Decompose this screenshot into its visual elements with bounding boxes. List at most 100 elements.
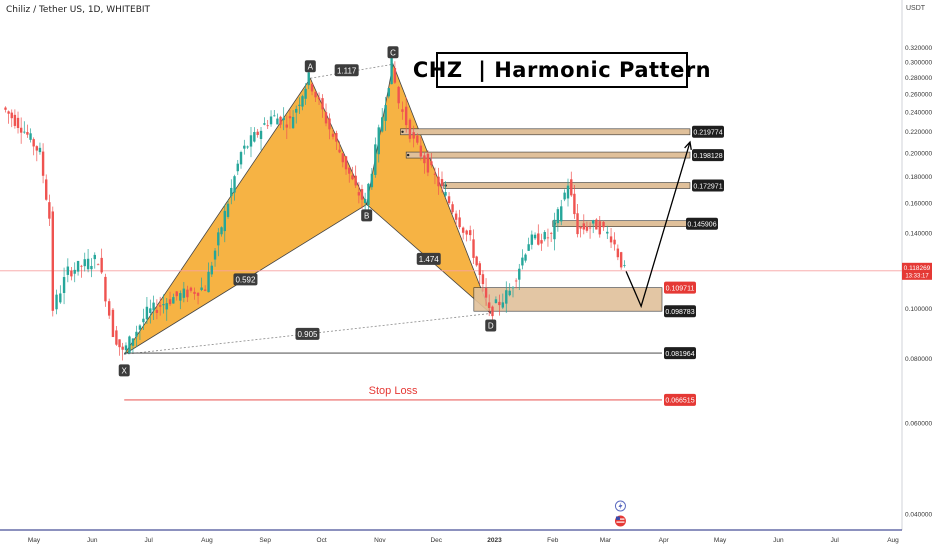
candle-body <box>390 57 393 85</box>
point-d-label: D <box>485 319 497 332</box>
y-tick-label: 0.200000 <box>905 150 932 157</box>
candle-body <box>220 227 223 235</box>
ratio-label-bg <box>416 252 441 265</box>
countdown-tag-text: 13:33:17 <box>905 273 929 279</box>
candle-body <box>193 291 196 294</box>
candle-body <box>26 132 29 135</box>
candle-body <box>501 302 505 308</box>
price-tag-text: 0.219774 <box>693 130 722 137</box>
candle-body <box>32 139 35 147</box>
candle-body <box>602 221 605 228</box>
candle-body <box>70 270 73 277</box>
x-tick-label: Nov <box>374 537 386 544</box>
candle-body <box>243 145 246 149</box>
ratio-label-text: 0.905 <box>297 330 318 339</box>
ratio-label-text: 1.474 <box>419 255 440 264</box>
point-c-label: C <box>387 46 399 59</box>
candle-body <box>505 290 508 304</box>
candle-body <box>48 202 51 219</box>
candle-body <box>246 146 249 148</box>
candle-body <box>454 213 458 220</box>
candle-body <box>310 83 314 92</box>
price-tag-bg <box>692 149 724 162</box>
projection-path <box>625 141 691 309</box>
candle-body <box>524 254 527 261</box>
candle-body <box>317 97 321 100</box>
candle-body <box>128 336 131 354</box>
candle-body <box>155 309 159 313</box>
candle-body <box>579 227 582 229</box>
lightning-icon <box>614 500 626 512</box>
candle-body <box>182 288 186 298</box>
candle-body <box>45 179 48 200</box>
ratio-xd-label: 0.905 <box>295 327 320 340</box>
candle-body <box>616 248 620 258</box>
candle-body <box>29 133 32 140</box>
candle-body <box>111 309 115 338</box>
ratio-label-bg <box>295 327 320 340</box>
candle-body <box>613 239 616 245</box>
target-anchor-dot <box>401 130 404 134</box>
candle-body <box>416 135 419 143</box>
candle-body <box>172 297 175 304</box>
candle-body <box>307 72 310 86</box>
candle-body <box>397 86 400 104</box>
y-tick-label: 0.320000 <box>905 45 932 52</box>
candle-body <box>444 192 447 196</box>
candle-body <box>437 176 440 187</box>
candle-body <box>121 346 124 350</box>
candle-body <box>196 292 200 296</box>
candle-body <box>16 117 20 129</box>
candle-body <box>73 269 76 274</box>
chart-title: CHZ | Harmonic Pattern <box>413 52 711 88</box>
candle-body <box>351 175 354 180</box>
point-x-label: X <box>118 364 130 377</box>
candle-body <box>93 254 96 260</box>
y-tick-label: 0.300000 <box>905 60 932 67</box>
candle-body <box>377 127 380 155</box>
candle-body <box>354 175 357 186</box>
candle-body <box>498 301 501 306</box>
candle-body <box>253 132 256 142</box>
candle-body <box>475 256 478 266</box>
candle-body <box>291 116 295 129</box>
candle-body <box>256 131 259 135</box>
target4-tag: 0.219774 <box>692 125 724 138</box>
candle-body <box>210 265 213 275</box>
candle-body <box>514 280 518 282</box>
candle-body <box>338 149 341 153</box>
candle-body <box>179 293 182 301</box>
candle-body <box>401 109 404 112</box>
x-tick-label: Mar <box>600 537 612 544</box>
candle-body <box>249 135 253 147</box>
price-tag-bg <box>664 347 696 360</box>
y-tick-label: 0.140000 <box>905 230 932 237</box>
candle-body <box>13 114 17 126</box>
x-tick-label: Jun <box>87 537 98 544</box>
candle-body <box>59 293 62 303</box>
x-tick-label: Feb <box>547 537 559 544</box>
point-label-text: D <box>488 322 494 331</box>
candle-body <box>458 217 461 228</box>
candle-body <box>440 179 444 187</box>
candle-body <box>263 123 266 125</box>
candle-body <box>408 119 412 139</box>
ratio-bd-label: 1.474 <box>416 252 441 265</box>
candle-body <box>563 192 566 200</box>
candle-body <box>4 107 7 110</box>
ratio-label-bg <box>233 273 258 286</box>
candle-body <box>55 294 58 310</box>
candle-body <box>487 302 491 308</box>
candle-body <box>370 173 374 188</box>
entry-zone <box>473 287 663 312</box>
target-zone <box>552 220 691 228</box>
stop-reference-tag: 0.081964 <box>664 347 696 360</box>
candle-body <box>447 196 451 204</box>
candle-body <box>381 117 384 132</box>
y-tick-label: 0.160000 <box>905 201 932 208</box>
candle-body <box>419 145 423 157</box>
ratio-label-text: 0.592 <box>235 276 256 285</box>
candle-body <box>207 271 210 293</box>
